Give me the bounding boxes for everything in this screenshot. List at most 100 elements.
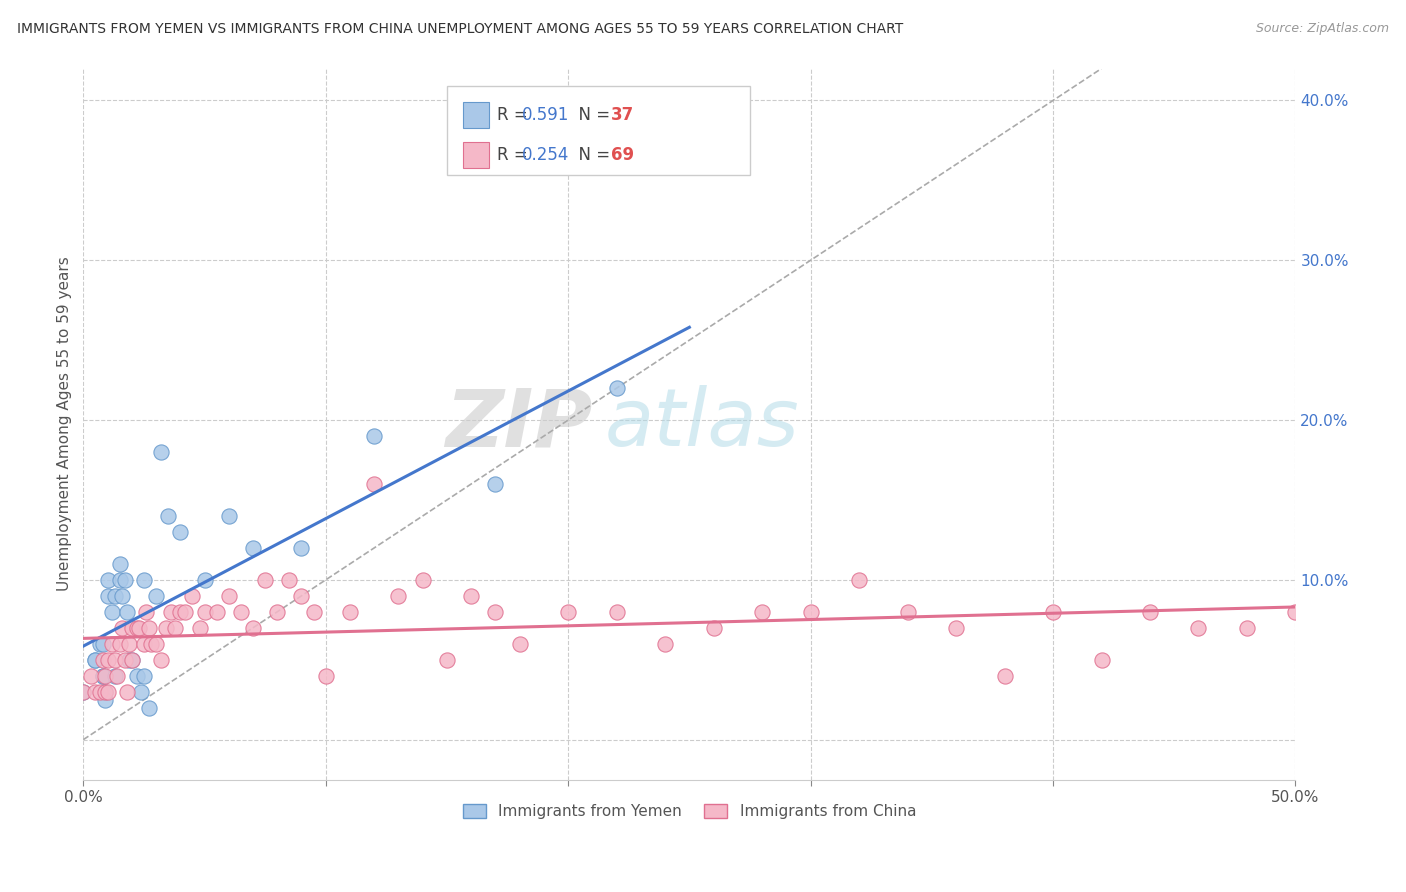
Point [606, 381, 628, 395]
Point [149, 653, 172, 667]
Point [96, 653, 118, 667]
Point [108, 573, 131, 587]
Point [557, 605, 579, 619]
Point [132, 573, 155, 587]
Point [121, 621, 143, 635]
Text: 0.254: 0.254 [522, 146, 569, 164]
Text: 0.591: 0.591 [522, 106, 569, 124]
Text: ZIP: ZIP [446, 385, 592, 463]
Point [114, 653, 136, 667]
Point [132, 669, 155, 683]
Point [363, 429, 385, 443]
Legend: Immigrants from Yemen, Immigrants from China: Immigrants from Yemen, Immigrants from C… [457, 798, 922, 825]
Text: IMMIGRANTS FROM YEMEN VS IMMIGRANTS FROM CHINA UNEMPLOYMENT AMONG AGES 55 TO 59 : IMMIGRANTS FROM YEMEN VS IMMIGRANTS FROM… [17, 22, 903, 37]
Point [1090, 653, 1112, 667]
Point [94, 669, 117, 683]
Point [302, 605, 325, 619]
Point [91, 637, 114, 651]
Point [94, 684, 117, 698]
Point [848, 573, 870, 587]
Point [218, 589, 240, 603]
Point [205, 605, 228, 619]
Point [339, 605, 361, 619]
FancyBboxPatch shape [447, 87, 749, 175]
Point [111, 621, 134, 635]
Point [188, 621, 211, 635]
Text: 69: 69 [610, 146, 634, 164]
Point [436, 653, 458, 667]
Point [218, 508, 240, 523]
Point [169, 605, 191, 619]
Text: N =: N = [568, 146, 616, 164]
Point [105, 669, 128, 683]
Point [363, 477, 385, 491]
Point [125, 669, 148, 683]
Point [145, 589, 167, 603]
Point [800, 605, 823, 619]
Point [115, 605, 138, 619]
Point [104, 589, 127, 603]
Text: R =: R = [496, 146, 533, 164]
Point [159, 605, 181, 619]
Point [118, 653, 141, 667]
Point [138, 621, 160, 635]
Point [157, 508, 180, 523]
Point [111, 589, 134, 603]
Point [96, 573, 118, 587]
Point [242, 621, 264, 635]
Point [1042, 605, 1064, 619]
Point [278, 573, 301, 587]
Point [84, 653, 107, 667]
Point [509, 637, 531, 651]
Point [387, 589, 409, 603]
Point [993, 669, 1015, 683]
Point [131, 684, 153, 698]
Point [1236, 621, 1258, 635]
Point [104, 653, 127, 667]
Point [91, 669, 114, 683]
Point [104, 669, 127, 683]
Point [138, 700, 160, 714]
Point [945, 621, 967, 635]
Point [290, 589, 312, 603]
Point [94, 692, 117, 706]
Text: 37: 37 [610, 106, 634, 124]
Point [703, 621, 725, 635]
Point [751, 605, 773, 619]
Point [132, 637, 155, 651]
Point [1187, 621, 1209, 635]
Point [79, 669, 101, 683]
Point [460, 589, 482, 603]
Point [606, 605, 628, 619]
Point [89, 637, 111, 651]
Point [125, 621, 148, 635]
Point [229, 605, 252, 619]
Bar [463, 143, 489, 168]
Point [165, 621, 187, 635]
Point [315, 669, 337, 683]
Y-axis label: Unemployment Among Ages 55 to 59 years: Unemployment Among Ages 55 to 59 years [58, 257, 72, 591]
Text: atlas: atlas [605, 385, 799, 463]
Point [174, 605, 197, 619]
Point [254, 573, 277, 587]
Point [141, 637, 163, 651]
Point [242, 541, 264, 555]
Point [193, 573, 215, 587]
Point [118, 637, 141, 651]
Point [89, 684, 111, 698]
Point [72, 684, 94, 698]
Point [412, 573, 434, 587]
Point [266, 605, 288, 619]
Text: Source: ZipAtlas.com: Source: ZipAtlas.com [1256, 22, 1389, 36]
Point [121, 653, 143, 667]
Point [484, 605, 506, 619]
Point [96, 684, 118, 698]
Point [149, 445, 172, 459]
Point [121, 653, 143, 667]
Text: N =: N = [568, 106, 616, 124]
Point [91, 669, 114, 683]
Point [114, 573, 136, 587]
Point [115, 684, 138, 698]
Point [94, 684, 117, 698]
Point [91, 653, 114, 667]
